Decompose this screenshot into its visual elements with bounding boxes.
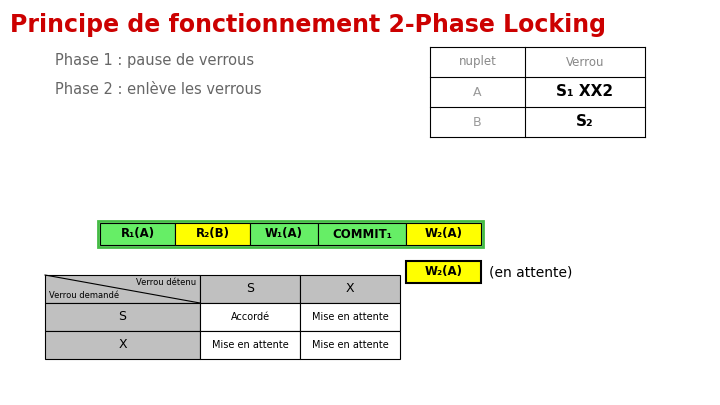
Text: Mise en attente: Mise en attente [312, 312, 388, 322]
Text: R₂(B): R₂(B) [196, 228, 230, 241]
Text: B: B [473, 115, 482, 128]
Text: X: X [346, 283, 354, 296]
Bar [318, 223, 406, 245]
Text: W₂(A): W₂(A) [425, 228, 462, 241]
Bar [200, 275, 300, 303]
Text: Verrou: Verrou [566, 55, 604, 68]
Text: Accordé: Accordé [230, 312, 269, 322]
Bar [300, 331, 400, 359]
Text: (en attente): (en attente) [489, 265, 572, 279]
Text: S: S [246, 283, 254, 296]
Text: Mise en attente: Mise en attente [312, 340, 388, 350]
Text: Principe de fonctionnement 2-Phase Locking: Principe de fonctionnement 2-Phase Locki… [10, 13, 606, 37]
Text: nuplet: nuplet [459, 55, 496, 68]
Bar [406, 261, 481, 283]
Text: S₂: S₂ [576, 115, 594, 130]
Bar [45, 331, 200, 359]
Text: R₁(A): R₁(A) [120, 228, 155, 241]
Text: Verrou demandé: Verrou demandé [49, 291, 119, 300]
Bar [45, 275, 200, 303]
Bar [250, 223, 318, 245]
Bar [100, 223, 175, 245]
Text: COMMIT₁: COMMIT₁ [332, 228, 392, 241]
Text: A: A [473, 85, 482, 98]
Text: Verrou détenu: Verrou détenu [136, 278, 196, 287]
Bar [300, 275, 400, 303]
Text: S: S [119, 311, 127, 324]
Text: Phase 2 : enlève les verrous: Phase 2 : enlève les verrous [55, 83, 261, 98]
Text: X: X [118, 339, 127, 352]
Text: W₁(A): W₁(A) [265, 228, 303, 241]
Bar [98, 221, 483, 247]
Text: S₁ XX2: S₁ XX2 [557, 85, 613, 100]
Bar [200, 303, 300, 331]
Text: Phase 1 : pause de verrous: Phase 1 : pause de verrous [55, 53, 254, 68]
Text: W₂(A): W₂(A) [425, 266, 462, 279]
Bar [175, 223, 250, 245]
Bar [200, 331, 300, 359]
Bar [300, 303, 400, 331]
Text: Mise en attente: Mise en attente [212, 340, 289, 350]
Bar [45, 303, 200, 331]
Bar [406, 223, 481, 245]
